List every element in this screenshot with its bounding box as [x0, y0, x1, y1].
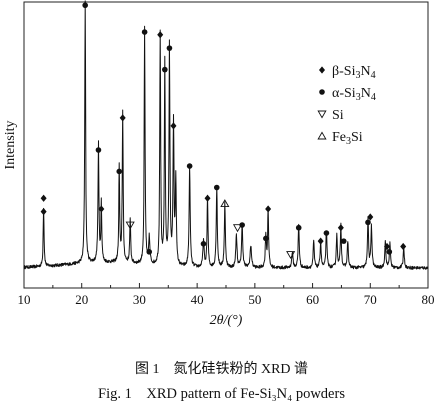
x-tick-label: 50: [248, 292, 261, 307]
peak-marker-filled-circle: [82, 2, 88, 9]
peak-marker-filled-diamond: [98, 205, 105, 213]
peak-marker-filled-circle: [141, 29, 148, 35]
peak-marker-filled-circle: [213, 184, 220, 191]
peak-marker-filled-circle: [323, 230, 330, 236]
peak-marker-filled-diamond: [204, 194, 211, 202]
peak-marker-filled-circle: [239, 222, 245, 228]
peak-marker-filled-diamond: [40, 208, 47, 216]
caption-english: Fig. 1 XRD pattern of Fe-Si₃N₄ powders: [98, 386, 345, 402]
peak-marker-filled-circle: [186, 163, 193, 169]
peak-marker-filled-circle: [200, 241, 207, 247]
peak-marker-filled-circle: [95, 147, 102, 153]
peak-marker-filled-diamond: [367, 213, 374, 221]
legend-symbol-open-up-triangle: [317, 131, 327, 140]
peak-marker-open-down-triangle: [125, 221, 135, 230]
peak-marker-filled-circle: [386, 249, 393, 255]
peak-marker-filled-diamond: [400, 242, 407, 251]
x-tick-label: 30: [133, 292, 146, 307]
x-tick-label: 10: [18, 292, 31, 307]
peak-marker-filled-diamond: [337, 224, 344, 232]
x-tick-label: 80: [422, 292, 435, 307]
y-axis-label: Intensity: [3, 121, 18, 170]
x-tick-label: 20: [75, 292, 88, 307]
peak-marker-filled-circle: [162, 66, 168, 73]
caption-chinese: 图 1 氮化硅铁粉的 XRD 谱: [134, 362, 309, 377]
peak-marker-filled-circle: [166, 45, 173, 51]
peak-marker-open-down-triangle: [286, 251, 296, 260]
peak-marker-filled-diamond: [384, 242, 391, 251]
peak-marker-filled-diamond: [40, 194, 47, 202]
peak-marker-filled-circle: [263, 235, 269, 242]
peak-marker-filled-diamond: [119, 114, 126, 122]
legend-label: Fe3Si: [332, 130, 363, 147]
legend-label: β-Si3N4: [332, 64, 376, 81]
x-axis-label: 2θ/(°): [210, 313, 243, 328]
peak-marker-filled-circle: [295, 224, 302, 231]
peak-marker-filled-circle: [340, 238, 347, 244]
peak-marker-filled-diamond: [157, 31, 164, 39]
legend-label: α-Si3N4: [332, 86, 376, 103]
legend-symbol-open-down-triangle: [317, 110, 327, 119]
x-tick-label: 40: [191, 292, 204, 307]
peak-marker-filled-circle: [146, 249, 153, 255]
peak-marker-filled-diamond: [265, 205, 272, 213]
peak-marker-filled-circle: [365, 219, 371, 226]
peak-marker-open-up-triangle: [220, 199, 230, 208]
peak-marker-filled-diamond: [170, 122, 177, 130]
legend-label: Si: [332, 108, 344, 123]
peak-marker-filled-diamond: [317, 237, 324, 245]
legend-symbol-filled-diamond: [319, 66, 325, 74]
x-tick-label: 70: [364, 292, 377, 307]
peak-marker-open-down-triangle: [232, 224, 243, 233]
xrd-pattern-line: [23, 0, 429, 270]
legend-symbol-filled-circle: [319, 89, 325, 95]
x-tick-label: 60: [306, 292, 319, 307]
peak-marker-filled-circle: [116, 168, 123, 175]
